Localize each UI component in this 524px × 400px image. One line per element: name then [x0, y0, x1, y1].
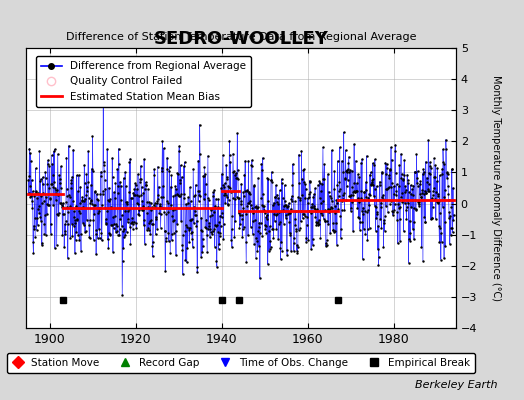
Text: Difference of Station Temperature Data from Regional Average: Difference of Station Temperature Data f… — [66, 32, 416, 42]
Title: SEDRO-WOOLLEY: SEDRO-WOOLLEY — [154, 30, 329, 48]
Y-axis label: Monthly Temperature Anomaly Difference (°C): Monthly Temperature Anomaly Difference (… — [491, 75, 501, 301]
Text: Berkeley Earth: Berkeley Earth — [416, 380, 498, 390]
Legend: Station Move, Record Gap, Time of Obs. Change, Empirical Break: Station Move, Record Gap, Time of Obs. C… — [7, 353, 475, 373]
